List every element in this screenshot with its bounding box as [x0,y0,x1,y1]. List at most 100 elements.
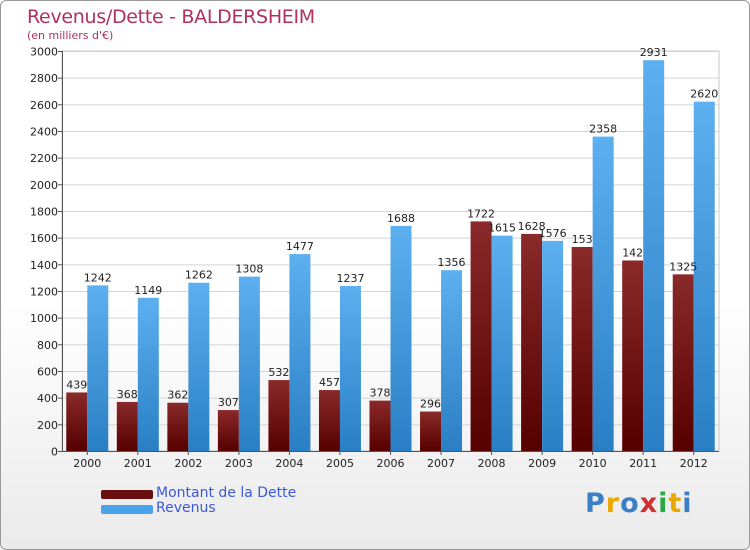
x-tick-label: 2012 [680,457,708,470]
bar-revenus [491,235,513,451]
y-axis: 0 200 400 600 800 1000 1200 1400 1600 1800 2000 220… [30,46,63,459]
data-label: 368 [117,388,138,401]
y-tick-label: 2400 [30,126,58,139]
data-label: 1477 [286,240,314,253]
data-labels: 439 1242 368 1149 362 1262 307 1308 532 1477 457 12… [66,46,718,410]
data-label: 1615 [488,222,516,235]
x-tick-label: 2008 [478,457,506,470]
x-tick-label: 2000 [73,457,101,470]
bar-revenus [542,240,564,451]
logo-letter: i [658,488,669,519]
data-label: 1688 [387,212,415,225]
bar-revenus [289,254,311,451]
bar-dette [116,401,138,451]
data-label: 457 [319,376,340,389]
bar-revenus [390,225,412,451]
y-tick-label: 1800 [30,206,58,219]
bar-revenus [238,276,260,451]
logo-letter: P [585,488,606,519]
logo-letter: x [639,488,659,519]
bar-dette [318,390,340,451]
data-label: 439 [66,378,87,391]
data-label: 1308 [235,263,263,276]
y-tick-label: 1200 [30,286,58,299]
y-tick-label: 400 [37,392,58,405]
data-label: 2931 [640,46,668,59]
bar-dette [217,410,239,451]
legend-swatch-revenus [101,505,153,514]
data-label: 2620 [690,88,718,101]
bar-revenus [693,101,715,452]
bar-dette [622,260,644,451]
bar-dette [521,233,543,451]
data-label: 296 [420,398,441,411]
bar-dette [369,400,391,451]
data-label: 1325 [669,260,697,273]
logo-letter: o [620,488,640,519]
data-label: 2358 [589,123,617,136]
data-label: 153 [572,233,593,246]
bar-dette [672,274,694,451]
bar-revenus [643,60,665,451]
bar-dette [167,402,189,451]
data-label: 1237 [336,272,364,285]
bar-revenus [339,286,361,451]
chart-subtitle: (en milliers d'€) [27,29,114,42]
data-label: 362 [167,389,188,402]
bar-revenus [87,285,109,451]
bar-revenus [188,282,210,451]
x-tick-label: 2005 [326,457,354,470]
bar-dette [66,392,88,451]
bar-dette [470,221,492,451]
x-axis: 2000 2001 2002 2003 2004 2005 2006 2007 2008 2009… [62,451,719,470]
data-label: 1356 [438,256,466,269]
y-tick-label: 2200 [30,152,58,165]
data-label: 1242 [84,271,112,284]
bar-dette [571,247,593,451]
y-tick-label: 2600 [30,99,58,112]
bar-dette [268,380,290,451]
data-label: 307 [218,396,239,409]
data-label: 1576 [539,227,567,240]
data-label: 1262 [185,269,213,282]
y-tick-label: 2800 [30,72,58,85]
legend-label-revenus: Revenus [156,500,216,516]
y-tick-label: 200 [37,419,58,432]
data-label: 142 [622,246,643,259]
x-tick-label: 2006 [377,457,405,470]
x-tick-label: 2003 [225,457,253,470]
data-label: 532 [268,366,289,379]
bar-revenus [441,270,463,451]
y-tick-label: 800 [37,339,58,352]
bar-revenus [592,136,614,451]
y-tick-label: 600 [37,366,58,379]
logo-letter: i [682,488,693,519]
bar-revenus [137,297,159,451]
data-label: 378 [370,387,391,400]
y-tick-label: 3000 [30,46,58,59]
y-tick-label: 2000 [30,179,58,192]
x-tick-label: 2001 [124,457,152,470]
logo-letter: t [668,488,683,519]
x-tick-label: 2009 [528,457,556,470]
data-label: 1628 [518,220,546,233]
legend-swatch-dette [101,490,153,499]
y-tick-label: 0 [51,446,58,459]
x-tick-label: 2011 [629,457,657,470]
chart-title: Revenus/Dette - BALDERSHEIM [27,6,315,28]
y-tick-label: 1400 [30,259,58,272]
x-tick-label: 2004 [275,457,303,470]
x-tick-label: 2002 [174,457,202,470]
logo-letter: r [605,488,621,519]
data-label: 1722 [467,207,495,220]
y-tick-label: 1600 [30,232,58,245]
x-tick-label: 2010 [579,457,607,470]
x-tick-label: 2007 [427,457,455,470]
y-tick-label: 1000 [30,312,58,325]
data-label: 1149 [134,284,162,297]
legend-label-dette: Montant de la Dette [156,485,297,501]
proxiti-logo: Proxiti [585,488,693,519]
bar-dette [420,411,442,451]
